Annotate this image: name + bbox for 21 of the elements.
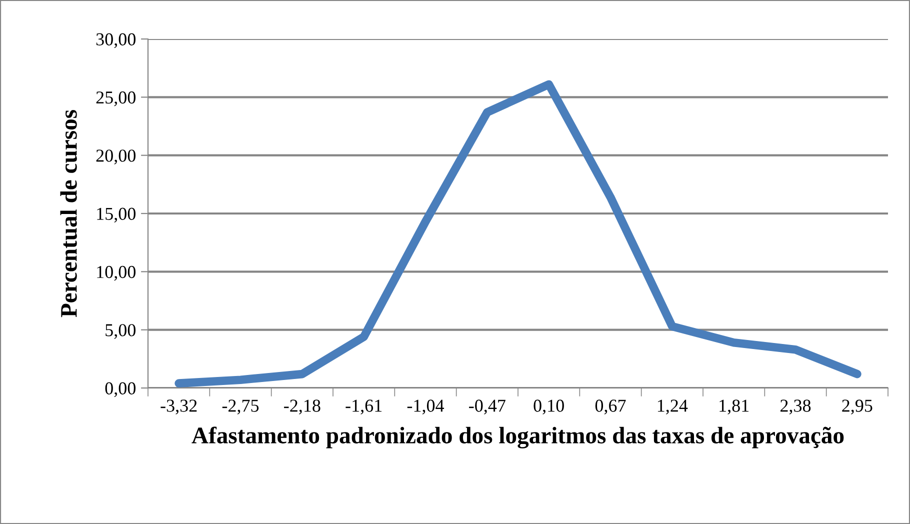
x-tick-label: 1,24 [658, 400, 688, 414]
y-tick-label: 0,00 [105, 382, 136, 398]
y-axis-title: Percentual de cursos [60, 110, 77, 318]
y-tick-label: 25,00 [96, 91, 136, 106]
y-tick-label: 15,00 [97, 208, 136, 223]
x-tick-label: 2,95 [842, 400, 872, 414]
x-tick-label: -2,18 [284, 400, 320, 414]
y-tick-label: 10,00 [97, 266, 136, 281]
x-tick-label: -2,75 [222, 400, 259, 414]
x-axis-title: Afastamento padronizado dos logaritmos das taxas de aprovação [192, 426, 844, 448]
y-tick-label: 20,00 [96, 150, 136, 164]
x-tick-label: -1,04 [407, 400, 444, 414]
x-tick-label: -3,32 [160, 400, 197, 414]
x-tick-label: 1,81 [720, 400, 749, 414]
x-tick-label: -1,61 [346, 400, 382, 414]
y-tick-label: 5,00 [106, 324, 136, 339]
x-tick-label: 0,10 [534, 400, 564, 414]
y-tick-label: 30,00 [96, 33, 136, 48]
x-tick-label: 2,38 [780, 400, 811, 414]
x-tick-label: -0,47 [469, 400, 506, 414]
x-tick-label: 0,67 [595, 400, 626, 414]
